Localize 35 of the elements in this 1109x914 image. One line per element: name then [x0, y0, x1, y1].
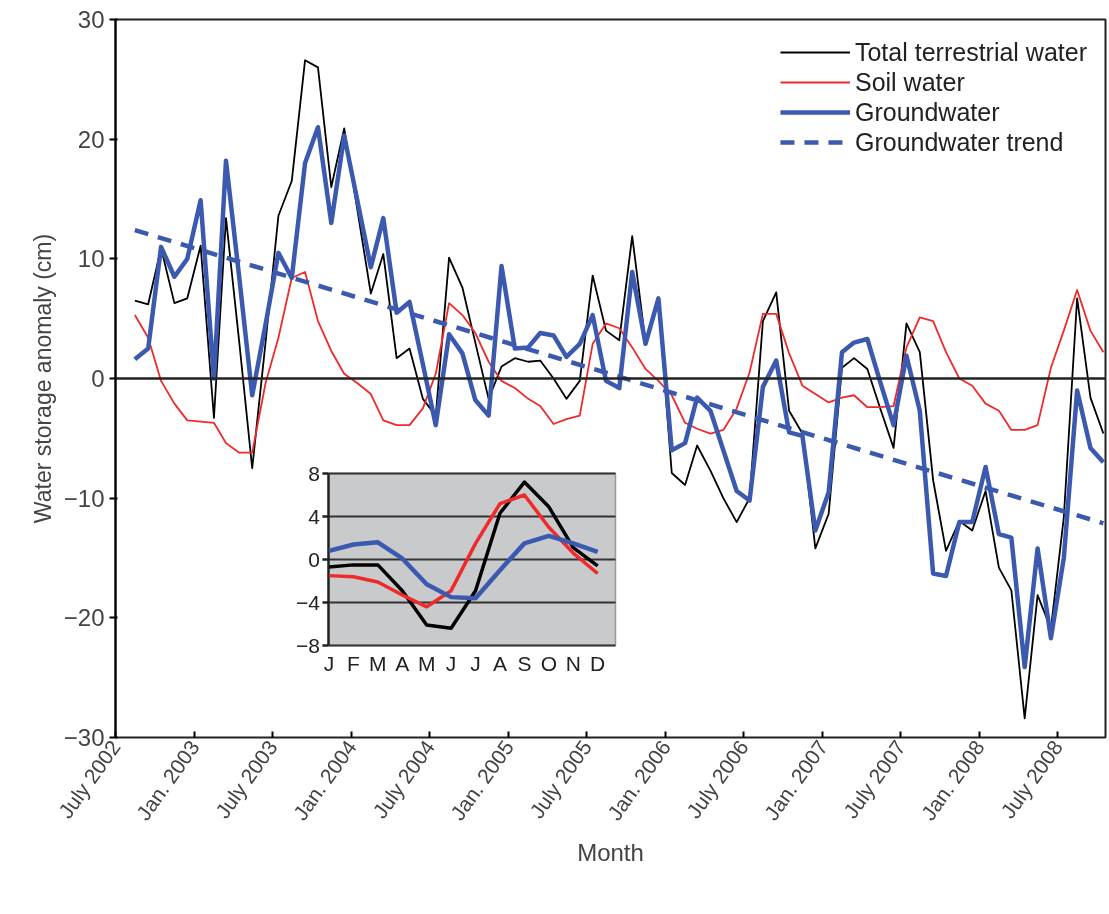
y-tick-label: 8: [308, 461, 320, 485]
x-tick-label: J: [445, 651, 457, 675]
x-tick-label: A: [395, 651, 410, 675]
x-tick-label: M: [417, 651, 436, 675]
x-tick-label: S: [517, 651, 532, 675]
legend-label: Total terrestrial water: [854, 37, 1087, 67]
x-tick-label: N: [565, 651, 581, 675]
line-series: [132, 124, 1106, 670]
y-tick-label: −8: [296, 633, 320, 657]
line-series: [133, 59, 1105, 720]
y-tick-label: 20: [77, 125, 105, 153]
legend-label: Groundwater trend: [854, 127, 1064, 157]
y-tick-label: 0: [308, 547, 320, 571]
x-axis-title: Month: [577, 838, 644, 866]
y-tick-label: −4: [296, 590, 321, 614]
y-tick-label: 10: [77, 245, 105, 273]
x-tick-label: O: [540, 651, 557, 675]
y-tick-label: −10: [63, 484, 105, 512]
y-tick-label: 30: [77, 6, 105, 33]
line-series: [327, 493, 600, 609]
line-series: [327, 480, 600, 631]
y-tick-label: 4: [308, 504, 321, 528]
legend-label: Groundwater: [854, 97, 1000, 127]
y-axis-title: Water storage anomaly (cm): [29, 233, 56, 524]
x-tick-label: D: [590, 651, 606, 675]
x-tick-label: J: [470, 651, 481, 675]
line-series: [326, 533, 600, 601]
y-tick-label: 0: [91, 365, 105, 392]
x-tick-label: J: [323, 651, 335, 675]
legend-label: Soil water: [854, 67, 965, 97]
x-tick-label: M: [369, 651, 387, 675]
y-tick-label: −20: [63, 604, 105, 632]
line-series: [133, 271, 1105, 454]
x-tick-label: F: [347, 651, 360, 675]
x-tick-label: A: [492, 651, 507, 675]
